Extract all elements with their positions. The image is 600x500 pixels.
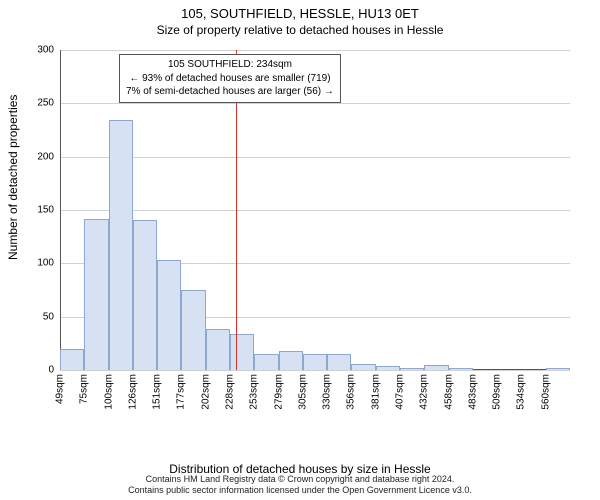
x-tick-label: 560sqm	[540, 374, 551, 410]
x-tick-label: 381sqm	[370, 374, 381, 410]
histogram-bar	[109, 120, 133, 370]
footer-line-2: Contains public sector information licen…	[0, 485, 600, 496]
y-tick-label: 150	[37, 205, 54, 216]
x-tick-label: 432sqm	[419, 374, 430, 410]
histogram-bar	[303, 354, 327, 370]
x-tick-label: 305sqm	[297, 374, 308, 410]
x-tick-label: 100sqm	[103, 374, 114, 410]
chart-container: 105, SOUTHFIELD, HESSLE, HU13 0ET Size o…	[0, 0, 600, 500]
histogram-bar	[327, 354, 351, 370]
y-tick-label: 50	[43, 311, 54, 322]
histogram-bar	[206, 329, 230, 370]
x-tick-label: 75sqm	[79, 374, 90, 404]
histogram-bar	[546, 368, 570, 370]
histogram-bar	[254, 354, 278, 370]
footer-line-1: Contains HM Land Registry data © Crown c…	[0, 474, 600, 485]
histogram-bar	[400, 368, 424, 370]
x-tick-label: 253sqm	[249, 374, 260, 410]
histogram-bar	[181, 290, 205, 370]
x-tick-label: 509sqm	[492, 374, 503, 410]
chart-subtitle: Size of property relative to detached ho…	[0, 21, 600, 37]
histogram-bar	[84, 219, 108, 370]
x-tick-label: 407sqm	[395, 374, 406, 410]
x-tick-label: 483sqm	[467, 374, 478, 410]
x-tick-label: 279sqm	[273, 374, 284, 410]
y-tick-label: 300	[37, 45, 54, 56]
y-tick-label: 250	[37, 98, 54, 109]
histogram-bar	[449, 368, 473, 370]
histogram-bar	[376, 366, 400, 370]
histogram-bar	[133, 220, 157, 370]
x-tick-label: 151sqm	[152, 374, 163, 410]
histogram-bar	[351, 364, 375, 370]
x-tick-label: 356sqm	[346, 374, 357, 410]
x-tick-label: 49sqm	[55, 374, 66, 404]
gridline	[60, 370, 570, 371]
chart-wrap: Number of detached properties 0501001502…	[0, 40, 600, 440]
chart-title: 105, SOUTHFIELD, HESSLE, HU13 0ET	[0, 0, 600, 21]
annotation-box: 105 SOUTHFIELD: 234sqm← 93% of detached …	[119, 54, 341, 103]
x-tick-label: 330sqm	[322, 374, 333, 410]
x-tick-label: 458sqm	[443, 374, 454, 410]
x-tick-label: 177sqm	[176, 374, 187, 410]
histogram-bar	[424, 365, 448, 370]
x-tick-label: 228sqm	[225, 374, 236, 410]
y-tick-label: 200	[37, 151, 54, 162]
footer-attribution: Contains HM Land Registry data © Crown c…	[0, 474, 600, 497]
plot-area: 05010015020025030049sqm75sqm100sqm126sqm…	[60, 50, 570, 370]
histogram-bar	[60, 349, 84, 370]
x-tick-label: 126sqm	[127, 374, 138, 410]
x-tick-label: 534sqm	[516, 374, 527, 410]
annotation-line-2: ← 93% of detached houses are smaller (71…	[126, 72, 334, 86]
x-tick-label: 202sqm	[200, 374, 211, 410]
y-tick-label: 100	[37, 258, 54, 269]
histogram-bar	[279, 351, 303, 370]
annotation-line-3: 7% of semi-detached houses are larger (5…	[126, 85, 334, 99]
y-tick-label: 0	[48, 365, 54, 376]
histogram-bar	[230, 334, 254, 370]
annotation-line-1: 105 SOUTHFIELD: 234sqm	[126, 58, 334, 72]
y-axis-label: Number of detached properties	[6, 95, 20, 260]
histogram-bar	[157, 260, 181, 370]
